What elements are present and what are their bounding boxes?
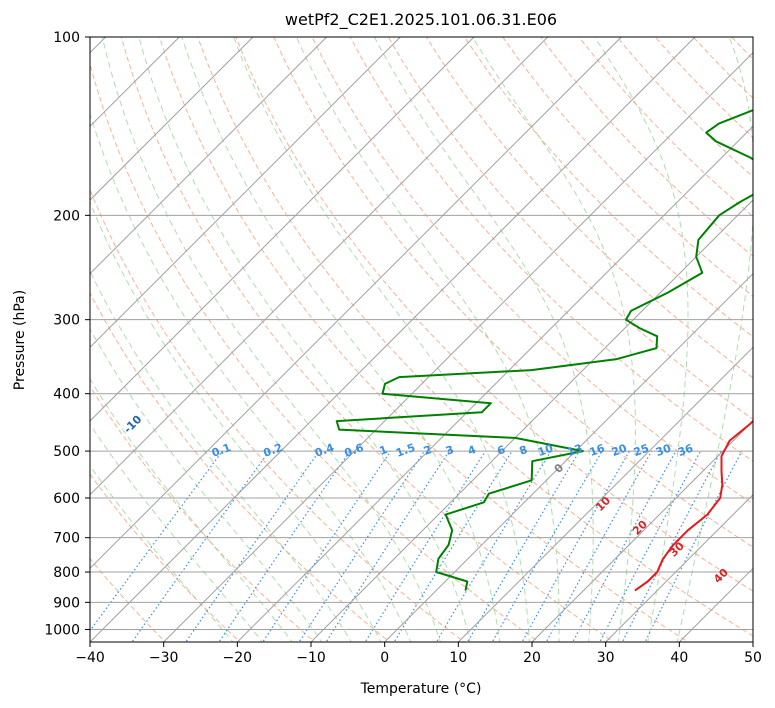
isotherm — [384, 272, 753, 642]
x-tick-label: −20 — [223, 650, 253, 666]
mixing-ratio-line — [393, 450, 513, 642]
mixing-ratio-label: 25 — [632, 442, 651, 459]
mixing-ratio-label: 8 — [518, 443, 530, 458]
x-tick-label: −30 — [149, 650, 179, 666]
dry-adiabat — [90, 62, 540, 642]
dry-adiabat — [387, 37, 753, 420]
y-tick-label: 600 — [53, 491, 80, 507]
x-tick-label: 30 — [597, 650, 615, 666]
x-tick-label: −40 — [75, 650, 105, 666]
mixing-ratio-label: 20 — [610, 442, 629, 460]
x-tick-label: 40 — [670, 650, 688, 666]
dry-adiabat — [502, 37, 753, 298]
isotherm — [90, 37, 401, 349]
mixing-ratio-label: 36 — [676, 442, 695, 460]
x-tick-label: 0 — [380, 650, 389, 666]
plot-frame — [89, 36, 754, 643]
mixing-ratio-label: 16 — [588, 442, 607, 460]
y-tick-label: 800 — [53, 565, 80, 581]
dry-adiabat — [311, 37, 753, 505]
x-axis-ticks: −40 −30 −20 −10 0 10 20 30 40 50 — [75, 642, 762, 666]
plot-area: -100-90-80-70-60-50-40-30-20-10010203040… — [90, 37, 753, 642]
isotherm — [236, 125, 753, 642]
mixing-ratio-line — [466, 450, 580, 642]
mixing-ratio-line — [599, 450, 702, 642]
isotherm — [605, 493, 753, 642]
mixing-ratio-label: 1.5 — [394, 441, 417, 460]
mixing-ratio-label: 0.6 — [343, 441, 366, 460]
x-tick-label: 20 — [523, 650, 541, 666]
y-tick-label: 100 — [53, 30, 80, 46]
y-tick-label: 400 — [53, 387, 80, 403]
moist-adiabat — [90, 201, 382, 642]
mixing-ratio-line — [572, 450, 677, 642]
isotherm — [90, 37, 622, 570]
isotherm — [531, 420, 753, 642]
mixing-ratio-label: 0.2 — [262, 441, 285, 460]
mixing-ratio-label: 13 — [566, 442, 585, 459]
y-tick-label: 900 — [53, 595, 80, 611]
isotherm — [90, 37, 328, 275]
dewpoint-profile — [335, 109, 753, 591]
mixing-ratio-line — [90, 450, 223, 632]
mixing-ratio-line — [325, 450, 450, 642]
mixing-ratio-label: 3 — [444, 443, 456, 458]
dry-adiabat — [273, 37, 753, 548]
mixing-ratio-line — [185, 450, 320, 642]
moist-adiabat — [90, 112, 412, 642]
dry-adiabat — [235, 37, 753, 592]
isotherms — [90, 37, 753, 642]
dry-adiabat — [197, 37, 753, 637]
isotherm — [90, 37, 254, 201]
x-tick-label: 10 — [449, 650, 467, 666]
y-tick-label: 500 — [53, 444, 80, 460]
mixing-ratio-label: 30 — [654, 442, 673, 460]
mixing-ratio-line — [218, 450, 351, 642]
mixing-ratio-label: 1 — [378, 443, 390, 458]
dry-adiabat — [90, 385, 316, 642]
mixing-ratio-label: 4 — [466, 443, 478, 458]
mixing-ratio-label: 6 — [496, 443, 508, 458]
isopleth-labels: -100-90-80-70-60-50-40-30-20-10010203040… — [121, 412, 731, 585]
isotherm — [90, 37, 696, 642]
profile-series — [335, 109, 753, 592]
y-tick-label: 300 — [53, 313, 80, 329]
isotherm — [90, 37, 475, 422]
isotherm — [90, 37, 549, 496]
x-tick-label: 50 — [744, 650, 762, 666]
y-tick-label: 700 — [53, 531, 80, 547]
x-tick-label: −10 — [296, 650, 326, 666]
chart-title: wetPf2_C2E1.2025.101.06.31.E06 — [285, 10, 557, 30]
y-tick-label: 1000 — [44, 622, 80, 638]
y-tick-label: 200 — [53, 208, 80, 224]
isotherm — [457, 346, 753, 642]
isotherm — [163, 51, 753, 642]
y-axis-label: Pressure (hPa) — [12, 290, 28, 390]
mixing-ratio-label: 0.4 — [313, 441, 336, 460]
y-axis-ticks: 100 200 300 400 500 600 700 800 900 1000 — [44, 30, 90, 638]
isotherm — [310, 199, 753, 642]
mixing-ratio-label: 10 — [536, 442, 555, 460]
mixing-ratio-label: 0.1 — [210, 441, 233, 460]
mixing-ratio-line — [131, 450, 270, 642]
mixing-ratio-line — [298, 450, 425, 642]
mixing-ratio-label: 2 — [422, 443, 434, 458]
mixing-ratio-line — [262, 450, 392, 642]
x-axis-label: Temperature (°C) — [360, 681, 482, 697]
temperature-profile — [634, 419, 753, 592]
isobar-gridlines — [90, 37, 753, 630]
